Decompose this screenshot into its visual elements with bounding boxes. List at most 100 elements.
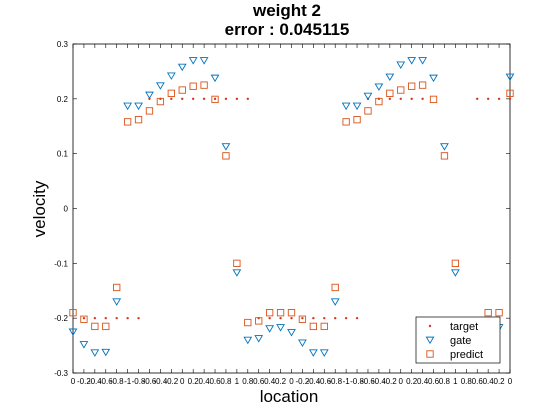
predict-point	[408, 82, 416, 90]
gate-point	[396, 61, 406, 69]
predict-point	[167, 89, 175, 98]
gate-point	[308, 349, 318, 357]
predict-point	[69, 309, 77, 317]
y-tick-label: -0.1	[54, 259, 68, 268]
target-point	[421, 97, 424, 101]
gate-point	[341, 102, 351, 111]
gate-point	[145, 91, 154, 100]
target-point	[279, 316, 282, 320]
gate-point	[210, 74, 220, 83]
gate-point	[221, 143, 231, 151]
predict-point	[364, 107, 372, 115]
x-tick-label: 0.2	[275, 377, 287, 386]
predict-point	[244, 318, 252, 327]
x-tick-label: 1	[235, 377, 240, 386]
predict-point	[331, 283, 339, 292]
target-point	[137, 316, 140, 320]
predict-point	[451, 259, 460, 267]
predict-point	[233, 259, 241, 267]
gate-point	[385, 73, 395, 82]
target-point	[191, 97, 195, 101]
target-point	[224, 97, 228, 101]
predict-point	[156, 97, 165, 106]
target-point	[399, 97, 402, 101]
y-tick-label: 0.2	[57, 95, 69, 104]
x-tick-label: 0.6	[428, 377, 440, 386]
gate-point	[276, 324, 285, 332]
x-tick-label: 0.8	[242, 377, 254, 386]
x-tick-label: 0	[289, 377, 294, 386]
gate-point	[254, 335, 264, 343]
x-tick-label: 0.8	[439, 377, 451, 386]
gate-point	[330, 298, 340, 306]
predict-point	[298, 315, 307, 323]
y-tick-label: 0.1	[57, 150, 69, 159]
x-tick-label: -0.2	[164, 377, 178, 386]
predict-point	[200, 81, 208, 89]
gate-point	[265, 325, 275, 333]
target-point	[268, 316, 271, 320]
gate-point	[134, 102, 143, 111]
gate-point	[440, 143, 449, 151]
target-point	[344, 316, 348, 320]
gate-point	[287, 329, 296, 337]
predict-point	[506, 89, 514, 98]
predict-point	[397, 86, 405, 94]
predict-point	[375, 97, 383, 106]
gate-point	[90, 349, 100, 357]
x-tick-label: 0	[71, 377, 76, 386]
predict-point	[91, 322, 99, 331]
predict-point	[123, 118, 132, 126]
legend-predict-label: predict	[450, 349, 483, 361]
x-axis-label: location	[260, 387, 319, 406]
legend: target gate predict	[415, 316, 501, 364]
x-tick-label: -0.6	[143, 377, 157, 386]
gate-point	[112, 298, 122, 306]
predict-point	[266, 309, 274, 317]
legend-gate-label: gate	[450, 335, 471, 347]
x-tick-label: -0.6	[361, 377, 375, 386]
x-tick-label: 0.6	[253, 377, 265, 386]
gate-point	[188, 57, 198, 65]
legend-predict-marker	[426, 350, 434, 358]
y-tick-label: -0.3	[54, 369, 68, 378]
x-tick-label: -0.8	[350, 377, 364, 386]
x-tick-label: 0.6	[472, 377, 484, 386]
gate-point	[407, 57, 417, 65]
gate-point	[177, 63, 187, 72]
x-tick-label: -1	[343, 377, 351, 386]
chart-subtitle: error : 0.045115	[225, 20, 350, 39]
x-tick-label: -0.2	[296, 377, 310, 386]
chart-title: weight 2	[252, 1, 321, 20]
target-point	[323, 316, 326, 320]
x-tick-label: 0.2	[406, 377, 418, 386]
x-tick-label: -0.4	[88, 377, 102, 386]
x-tick-label: -0.2	[77, 377, 91, 386]
x-tick-label: 0.2	[494, 377, 506, 386]
target-point	[301, 316, 304, 320]
target-point	[355, 316, 359, 320]
x-tick-label: 0	[399, 377, 404, 386]
x-tick-label: 1	[453, 377, 458, 386]
predict-point	[320, 322, 328, 331]
target-point	[476, 97, 479, 101]
x-tick-label: -1	[124, 377, 132, 386]
gate-point	[418, 57, 427, 65]
target-point	[290, 316, 293, 320]
predict-point	[342, 118, 350, 126]
gate-point	[101, 348, 111, 357]
x-tick-label: 0.8	[220, 377, 232, 386]
axis-ticks: -0.3-0.2-0.100.10.20.30 -0.2-0.4-0.6-0.8-…	[54, 40, 513, 386]
predict-point	[211, 95, 219, 104]
target-point	[486, 97, 490, 101]
predict-point	[309, 322, 317, 331]
predict-point	[495, 309, 503, 317]
gate-point	[374, 83, 384, 91]
predict-point	[418, 81, 427, 89]
legend-target-label: target	[450, 321, 478, 333]
legend-box	[415, 316, 501, 364]
target-point	[410, 97, 413, 101]
x-tick-label: 0.2	[188, 377, 200, 386]
gate-point	[156, 82, 165, 90]
x-tick-label: -0.4	[306, 377, 320, 386]
